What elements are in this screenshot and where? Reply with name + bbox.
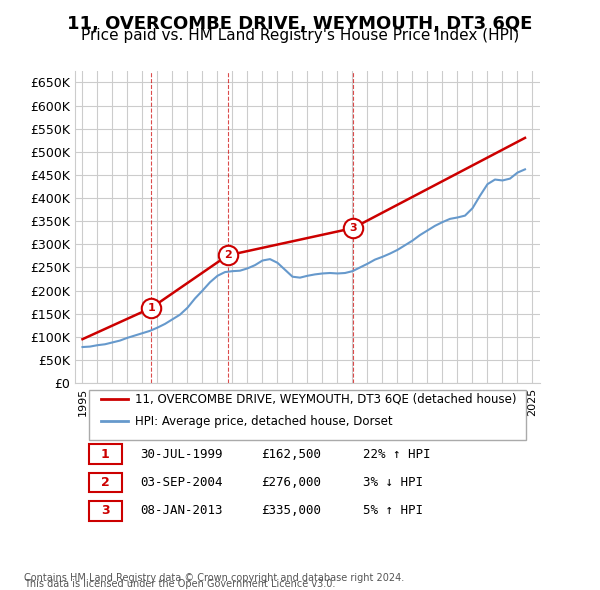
Text: 30-JUL-1999: 30-JUL-1999 [140,448,223,461]
Text: £162,500: £162,500 [261,448,321,461]
Text: 3: 3 [101,504,110,517]
Text: £335,000: £335,000 [261,504,321,517]
Text: 2: 2 [224,250,232,260]
Text: Contains HM Land Registry data © Crown copyright and database right 2024.: Contains HM Land Registry data © Crown c… [24,573,404,583]
Text: 3: 3 [349,223,357,233]
Text: HPI: Average price, detached house, Dorset: HPI: Average price, detached house, Dors… [136,415,393,428]
Text: 11, OVERCOMBE DRIVE, WEYMOUTH, DT3 6QE: 11, OVERCOMBE DRIVE, WEYMOUTH, DT3 6QE [67,15,533,33]
Text: 1: 1 [101,448,110,461]
Text: 03-SEP-2004: 03-SEP-2004 [140,476,223,489]
Text: 3% ↓ HPI: 3% ↓ HPI [364,476,424,489]
FancyBboxPatch shape [89,390,526,440]
FancyBboxPatch shape [89,444,121,464]
Text: Price paid vs. HM Land Registry's House Price Index (HPI): Price paid vs. HM Land Registry's House … [81,28,519,43]
Text: £276,000: £276,000 [261,476,321,489]
Text: 08-JAN-2013: 08-JAN-2013 [140,504,223,517]
FancyBboxPatch shape [89,473,121,493]
Text: 1: 1 [148,303,155,313]
FancyBboxPatch shape [89,501,121,521]
Text: 11, OVERCOMBE DRIVE, WEYMOUTH, DT3 6QE (detached house): 11, OVERCOMBE DRIVE, WEYMOUTH, DT3 6QE (… [136,393,517,406]
Text: 2: 2 [101,476,110,489]
Text: 5% ↑ HPI: 5% ↑ HPI [364,504,424,517]
Text: This data is licensed under the Open Government Licence v3.0.: This data is licensed under the Open Gov… [24,579,335,589]
Text: 22% ↑ HPI: 22% ↑ HPI [364,448,431,461]
